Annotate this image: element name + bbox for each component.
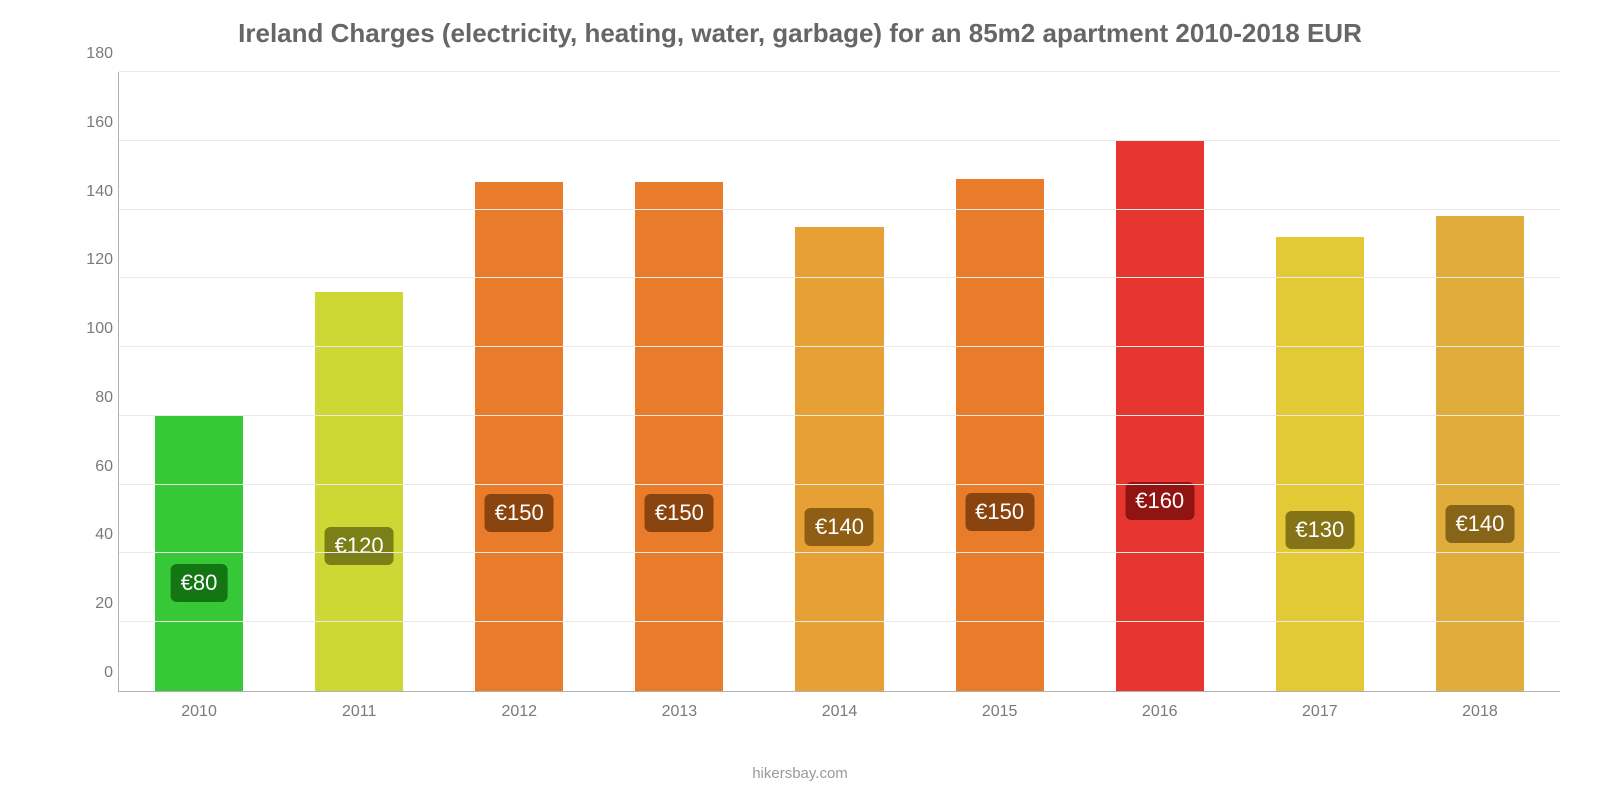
x-tick-label: 2013: [662, 703, 698, 721]
x-tick-label: 2010: [181, 703, 217, 721]
y-tick-label: 100: [69, 320, 113, 338]
bar: €150: [956, 179, 1044, 691]
y-tick-label: 160: [69, 114, 113, 132]
bar-value-label: €150: [965, 493, 1034, 531]
bar-value-label: €140: [1445, 505, 1514, 543]
x-tick-label: 2017: [1302, 703, 1338, 721]
bar-value-label: €150: [485, 494, 554, 532]
bar: €120: [315, 292, 403, 691]
gridline: [119, 415, 1560, 416]
credit-text: hikersbay.com: [0, 765, 1600, 782]
y-tick-label: 0: [69, 664, 113, 682]
gridline: [119, 71, 1560, 72]
gridline: [119, 209, 1560, 210]
gridline: [119, 552, 1560, 553]
y-tick-label: 40: [69, 526, 113, 544]
bar: €150: [635, 182, 723, 691]
bar: €150: [475, 182, 563, 691]
x-tick-label: 2012: [501, 703, 537, 721]
gridline: [119, 277, 1560, 278]
x-tick-label: 2016: [1142, 703, 1178, 721]
gridline: [119, 140, 1560, 141]
bar: €130: [1276, 237, 1364, 691]
bar-value-label: €150: [645, 494, 714, 532]
bar-value-label: €140: [805, 508, 874, 546]
bars-container: €80 €120 €150 €150 €140 €150 €160 €130 €140: [119, 72, 1560, 691]
x-tick-label: 2011: [342, 703, 376, 721]
x-tick-label: 2018: [1462, 703, 1498, 721]
y-tick-label: 80: [69, 389, 113, 407]
gridline: [119, 484, 1560, 485]
bar: €140: [1436, 216, 1524, 691]
y-tick-label: 120: [69, 251, 113, 269]
chart-area: €80 €120 €150 €150 €140 €150 €160 €130 €140 0 20 4…: [60, 72, 1580, 732]
y-tick-label: 140: [69, 183, 113, 201]
chart-title: Ireland Charges (electricity, heating, w…: [0, 0, 1600, 49]
x-tick-label: 2014: [822, 703, 858, 721]
bar-value-label: €80: [171, 564, 228, 602]
gridline: [119, 346, 1560, 347]
gridline: [119, 621, 1560, 622]
plot-area: €80€120€150€150€140€150€160€130€140 0204…: [118, 72, 1560, 692]
x-tick-label: 2015: [982, 703, 1018, 721]
bar-value-label: €120: [325, 527, 394, 565]
y-tick-label: 180: [69, 45, 113, 63]
bar-value-label: €160: [1125, 482, 1194, 520]
bar: €160: [1116, 141, 1204, 691]
bar-value-label: €130: [1285, 511, 1354, 549]
y-tick-label: 60: [69, 458, 113, 476]
y-tick-label: 20: [69, 595, 113, 613]
